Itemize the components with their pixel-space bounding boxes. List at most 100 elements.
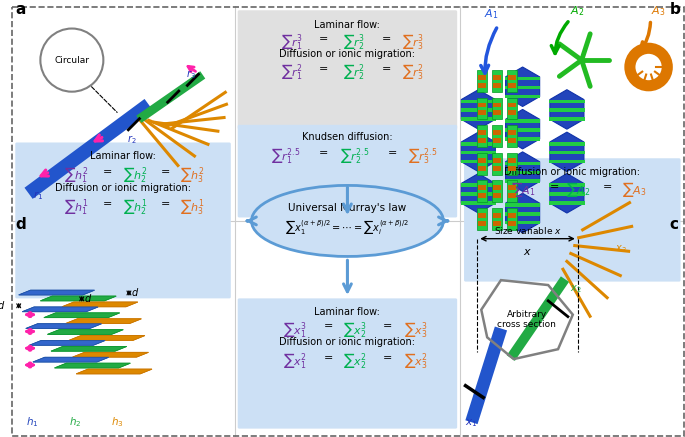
Text: $\sum r_1^2$: $\sum r_1^2$ — [281, 62, 303, 81]
Bar — [508, 103, 516, 108]
Text: $=$: $=$ — [380, 351, 393, 361]
Bar — [508, 213, 516, 218]
Polygon shape — [66, 319, 141, 323]
FancyArrow shape — [25, 99, 153, 199]
Text: $=$: $=$ — [158, 165, 171, 175]
Text: $A_2$: $A_2$ — [569, 4, 584, 17]
Text: $=$: $=$ — [321, 319, 333, 329]
Ellipse shape — [251, 185, 443, 257]
Polygon shape — [69, 336, 145, 340]
Polygon shape — [44, 313, 120, 318]
Bar — [507, 180, 516, 202]
Text: a: a — [16, 2, 26, 17]
Bar — [549, 108, 584, 112]
Polygon shape — [73, 352, 149, 357]
Text: b: b — [669, 2, 680, 17]
Bar — [478, 158, 486, 163]
Text: $\sum x_1^3$: $\sum x_1^3$ — [284, 319, 308, 339]
Polygon shape — [73, 352, 149, 357]
Polygon shape — [550, 90, 584, 129]
Bar — [477, 70, 487, 92]
Text: $=$: $=$ — [600, 180, 612, 191]
Text: $=$: $=$ — [547, 180, 559, 191]
Bar — [505, 221, 540, 225]
Bar — [460, 192, 496, 196]
Text: $\sum A_1$: $\sum A_1$ — [511, 180, 536, 199]
Text: $=$: $=$ — [385, 146, 397, 156]
Text: $=$: $=$ — [316, 32, 328, 42]
Bar — [549, 201, 584, 205]
Polygon shape — [550, 132, 584, 172]
Bar — [508, 158, 516, 163]
Text: Laminar flow:: Laminar flow: — [90, 151, 156, 161]
Polygon shape — [506, 109, 540, 149]
Bar — [493, 111, 501, 115]
Bar — [478, 221, 486, 226]
Polygon shape — [47, 329, 123, 334]
Bar — [478, 111, 486, 115]
Polygon shape — [69, 336, 145, 340]
Bar — [478, 75, 486, 80]
Text: $\sum x_1^2$: $\sum x_1^2$ — [284, 351, 308, 370]
Polygon shape — [62, 302, 138, 307]
Bar — [460, 108, 496, 112]
Bar — [492, 180, 502, 202]
Text: $=$: $=$ — [158, 197, 171, 207]
Polygon shape — [26, 324, 101, 329]
FancyBboxPatch shape — [238, 298, 457, 429]
Polygon shape — [66, 319, 141, 323]
Bar — [549, 160, 584, 163]
Bar — [507, 70, 516, 92]
Bar — [493, 75, 501, 80]
Bar — [477, 208, 487, 230]
Polygon shape — [23, 307, 98, 312]
Bar — [505, 137, 540, 141]
Polygon shape — [33, 357, 109, 362]
Bar — [505, 212, 540, 215]
Bar — [460, 142, 496, 146]
Text: $\sum r_2^2$: $\sum r_2^2$ — [343, 62, 365, 81]
Bar — [460, 160, 496, 163]
Polygon shape — [51, 347, 127, 351]
Text: $h_2$: $h_2$ — [68, 415, 81, 429]
Bar — [460, 184, 496, 187]
Text: $\sum x_3^3$: $\sum x_3^3$ — [403, 319, 427, 339]
Bar — [549, 151, 584, 154]
Polygon shape — [55, 363, 130, 368]
Bar — [508, 83, 516, 88]
Text: $h_1$: $h_1$ — [26, 415, 39, 429]
Polygon shape — [506, 152, 540, 191]
Bar — [478, 138, 486, 143]
Text: Size variable $x$: Size variable $x$ — [494, 225, 562, 236]
Bar — [505, 180, 540, 183]
Bar — [549, 184, 584, 187]
Bar — [460, 201, 496, 205]
Bar — [493, 221, 501, 226]
Polygon shape — [76, 369, 152, 374]
Bar — [508, 185, 516, 191]
Text: $=$: $=$ — [321, 351, 333, 361]
Text: $\sum r_3^3$: $\sum r_3^3$ — [401, 32, 423, 52]
Bar — [505, 95, 540, 98]
FancyArrow shape — [465, 326, 507, 424]
Polygon shape — [26, 324, 101, 329]
Polygon shape — [47, 329, 123, 334]
Polygon shape — [40, 296, 116, 301]
Bar — [505, 170, 540, 174]
Text: $\sum A_2$: $\sum A_2$ — [566, 180, 590, 199]
Bar — [508, 193, 516, 198]
Bar — [478, 83, 486, 88]
Text: $r_3$: $r_3$ — [186, 68, 196, 81]
Polygon shape — [40, 296, 116, 301]
Text: $\sum x_3^2$: $\sum x_3^2$ — [403, 351, 427, 370]
Text: $\sum r_2^3$: $\sum r_2^3$ — [343, 32, 366, 52]
Text: $\sum r_2^{2.5}$: $\sum r_2^{2.5}$ — [340, 146, 369, 165]
Bar — [493, 213, 501, 218]
Text: $\sum h_3^2$: $\sum h_3^2$ — [180, 165, 205, 184]
Text: $d$: $d$ — [0, 299, 5, 311]
Bar — [493, 130, 501, 135]
Text: Diffusion or ionic migration:: Diffusion or ionic migration: — [279, 337, 415, 347]
Text: $\sum A_3$: $\sum A_3$ — [621, 180, 646, 199]
Polygon shape — [23, 307, 98, 312]
Bar — [477, 180, 487, 202]
